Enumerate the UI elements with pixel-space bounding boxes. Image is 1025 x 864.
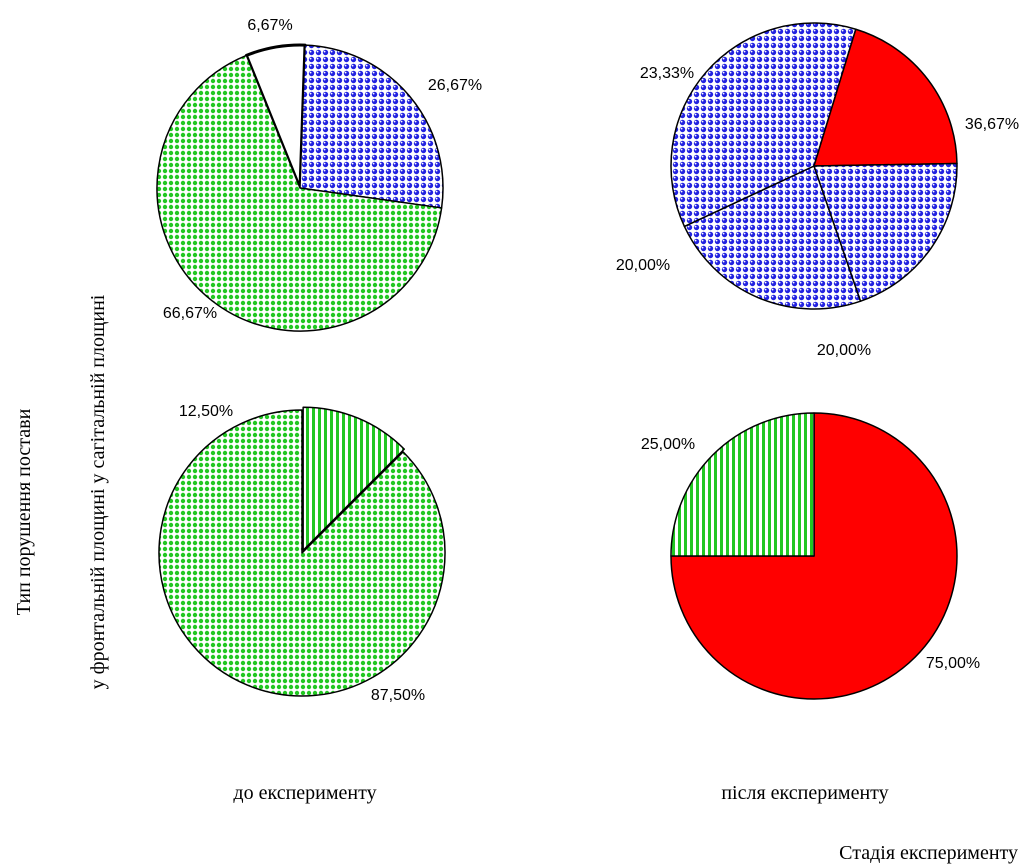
x-axis-title: Стадія експерименту xyxy=(839,842,1018,864)
slice-label-sagittal-after-3: 20,00% xyxy=(817,342,871,359)
pie-sagittal-before xyxy=(156,43,444,332)
pie-frontal-before xyxy=(158,406,446,697)
slice-label-sagittal-before-1: 26,67% xyxy=(428,77,482,94)
slice-labels: 6,67% 26,67% 66,67% 23,33% 36,67% 20,00% 20,00… xyxy=(163,17,1019,704)
slice-label-sagittal-after-2: 20,00% xyxy=(616,257,670,274)
pie-slice-frontal-before-0 xyxy=(158,409,446,697)
pie-slice-sagittal-after-0 xyxy=(683,165,862,310)
pie-slice-sagittal-before-2 xyxy=(156,54,443,332)
pie-slice-frontal-after-1 xyxy=(670,412,815,557)
slice-label-frontal-after-1: 25,00% xyxy=(641,436,695,453)
y-axis-subtitle: у фронтальній площині у сагітальній площ… xyxy=(87,294,109,689)
slice-label-sagittal-before-2: 66,67% xyxy=(163,305,217,322)
pie-charts xyxy=(156,22,958,700)
slice-label-frontal-before-0: 87,50% xyxy=(371,687,425,704)
pie-sagittal-after xyxy=(670,22,958,310)
pie-slice-sagittal-after-2 xyxy=(813,28,958,167)
pie-frontal-after xyxy=(670,412,958,700)
slice-label-sagittal-before-0: 6,67% xyxy=(247,17,292,34)
pie-slice-sagittal-after-1 xyxy=(670,22,857,228)
slice-label-sagittal-after-1: 36,67% xyxy=(965,116,1019,133)
pie-slice-frontal-after-0 xyxy=(670,412,958,700)
slice-label-frontal-before-1: 12,50% xyxy=(179,403,233,420)
slice-label-frontal-after-0: 75,00% xyxy=(926,655,980,672)
stage-label-before: до експерименту xyxy=(233,782,376,804)
pie-slice-sagittal-after-3 xyxy=(813,162,958,302)
stage-label-after: після експерименту xyxy=(721,782,888,804)
pie-slice-frontal-before-1 xyxy=(302,406,406,551)
y-axis-title: Тип порушення постави xyxy=(13,408,35,615)
slice-label-sagittal-after-0: 23,33% xyxy=(640,65,694,82)
pie-slice-sagittal-before-1 xyxy=(299,44,444,209)
